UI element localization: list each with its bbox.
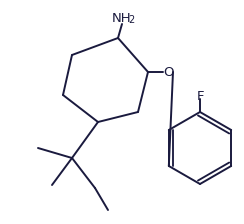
Text: F: F <box>196 90 204 103</box>
Text: O: O <box>163 65 173 78</box>
Text: NH: NH <box>112 11 132 24</box>
Text: 2: 2 <box>128 15 134 25</box>
